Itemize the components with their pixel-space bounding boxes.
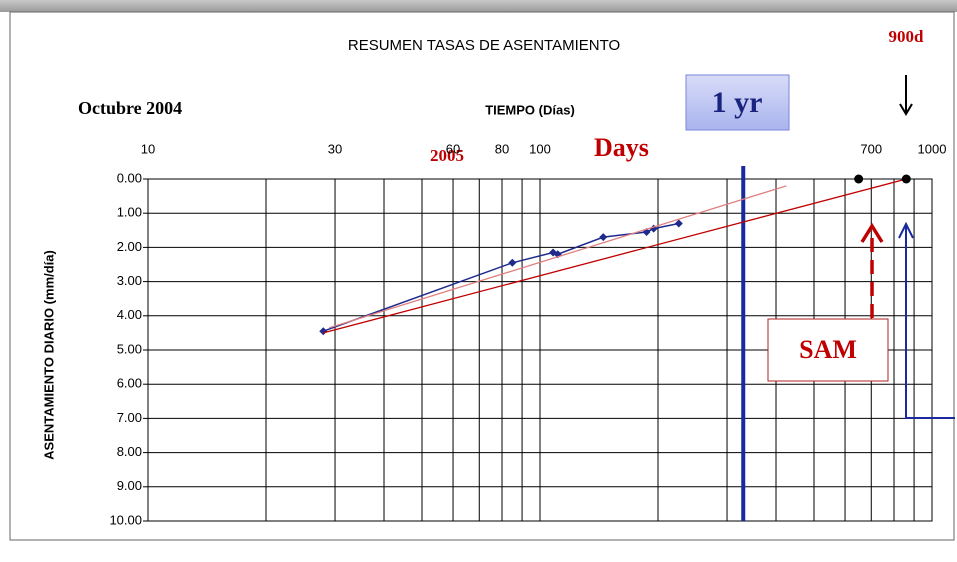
top-bar	[0, 0, 957, 12]
series-line	[329, 185, 787, 329]
chart-title: RESUMEN TASAS DE ASENTAMIENTO	[348, 37, 620, 54]
y-tick-label: 2.00	[117, 239, 142, 254]
y-tick-label: 0.00	[117, 170, 142, 185]
y-tick-label: 5.00	[117, 341, 142, 356]
y-tick-label: 4.00	[117, 307, 142, 322]
dot	[854, 174, 864, 184]
y-tick-label: 3.00	[117, 273, 142, 288]
y-tick-label: 6.00	[117, 376, 142, 391]
arrow-head	[899, 103, 913, 116]
y-tick-label: 1.00	[117, 205, 142, 220]
annotation: SAM	[799, 335, 857, 364]
annotation: 1 yr	[712, 86, 763, 119]
data-point	[508, 258, 517, 267]
x-tick-label: 700	[860, 141, 882, 156]
x-tick-label: 30	[328, 141, 342, 156]
x-tick-label: 1000	[918, 141, 947, 156]
arrow-head	[860, 222, 884, 243]
data-point	[674, 219, 683, 228]
annotation: 2005	[430, 146, 464, 165]
series-line	[323, 222, 679, 332]
y-tick-label: 7.00	[117, 410, 142, 425]
plot-border	[147, 178, 933, 522]
annotation: Octubre 2004	[78, 98, 182, 118]
x-tick-label: 10	[141, 141, 155, 156]
arrow	[905, 226, 955, 419]
sam-box	[767, 318, 889, 382]
series-line	[323, 178, 907, 334]
x-tick-label: 80	[495, 141, 509, 156]
annotation: Days	[594, 133, 649, 162]
data-point	[599, 233, 608, 242]
x-tick-label: 60	[446, 141, 460, 156]
plot-area: 0.00 1.00 2.00 3.00 4.00 5.00 6.00 7.00 8.00 9.00…	[109, 141, 946, 527]
y-axis-title: ASENTAMIENTO DIARIO (mm/día)	[41, 250, 56, 460]
y-tick-label: 9.00	[117, 478, 142, 493]
y-tick-label: 10.00	[109, 512, 142, 527]
data-point	[319, 327, 328, 336]
one-year-box	[685, 74, 790, 131]
x-tick-label: 100	[529, 141, 551, 156]
y-tick-label: 8.00	[117, 444, 142, 459]
arrow-head	[898, 221, 914, 239]
frame	[9, 11, 955, 541]
annotation: 900d	[889, 27, 925, 46]
x-axis-title: TIEMPO (Días)	[485, 102, 575, 117]
dot	[901, 174, 911, 184]
